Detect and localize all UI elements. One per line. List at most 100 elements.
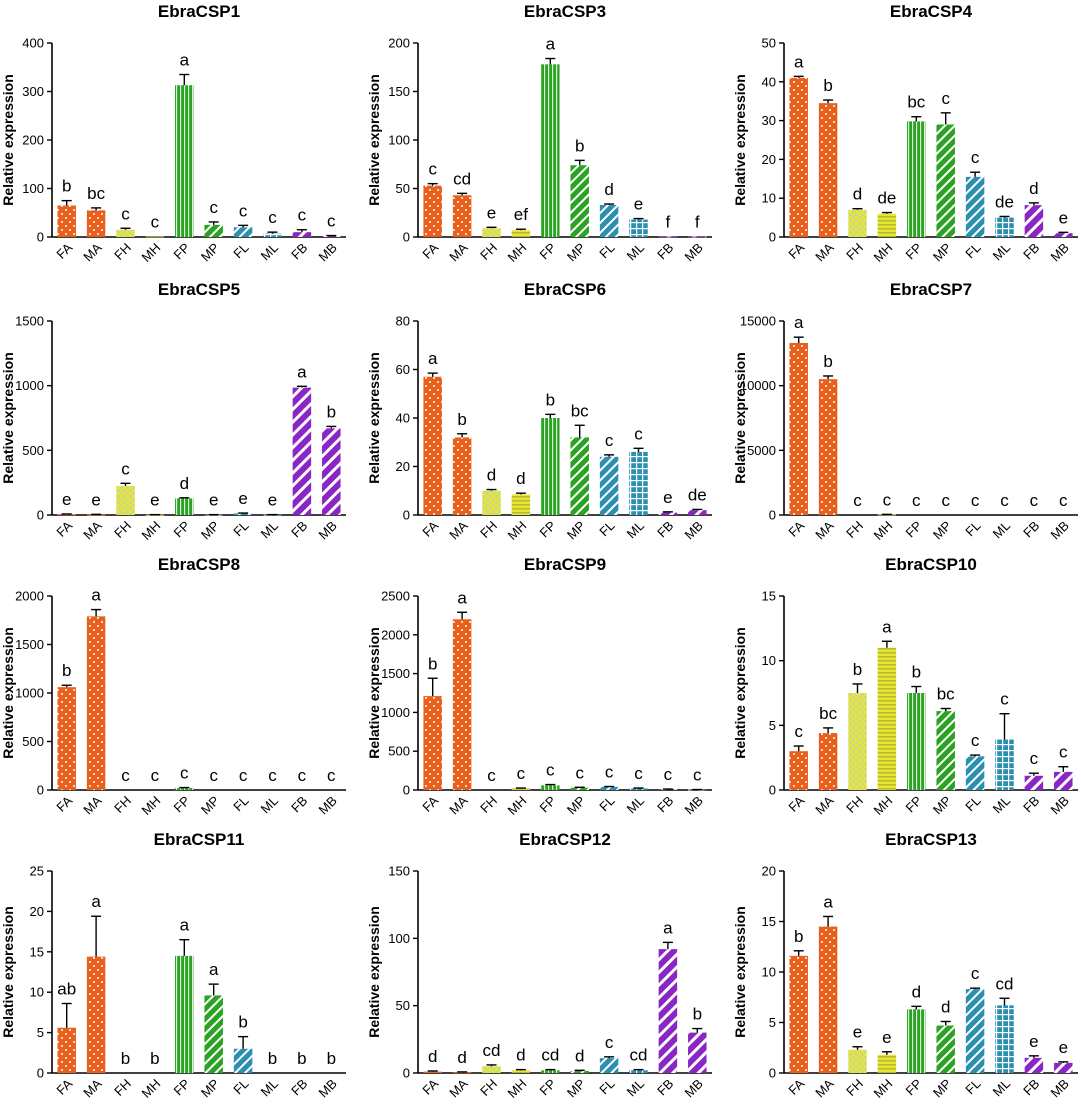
significance-letter: b	[693, 1005, 702, 1024]
bar-fa	[57, 1027, 76, 1073]
chart-title: EbraCSP12	[519, 830, 611, 849]
significance-letter: c	[634, 424, 643, 443]
y-tick-label: 1500	[15, 637, 44, 652]
x-tick-label: MB	[1047, 793, 1071, 817]
bar-ml	[263, 233, 282, 237]
significance-letter: b	[238, 1013, 247, 1032]
bar-mh	[877, 1054, 897, 1073]
x-tick-label: MB	[681, 240, 705, 264]
significance-letter: f	[666, 213, 671, 232]
bar-mh	[511, 494, 531, 515]
y-tick-label: 40	[762, 74, 776, 89]
chart-title: EbraCSP8	[158, 555, 240, 574]
x-tick-label: MH	[871, 240, 896, 265]
bar-ml	[629, 219, 648, 237]
chart-panel-ebracsp8: EbraCSP8 Relative expression 0 500 1000 1500 2…	[0, 555, 346, 818]
x-tick-label: FB	[288, 240, 310, 262]
significance-letter: d	[487, 466, 496, 485]
x-tick-label: FB	[288, 793, 310, 815]
significance-letter: e	[238, 489, 247, 508]
y-axis-label: Relative expression	[0, 627, 16, 759]
bar-mb	[1054, 1062, 1073, 1073]
bar-mb	[688, 510, 707, 515]
x-tick-label: MA	[812, 518, 837, 543]
significance-letter: a	[91, 586, 101, 605]
x-tick-label: FA	[419, 1076, 441, 1098]
significance-letter: c	[151, 766, 160, 785]
x-tick-label: ML	[258, 240, 281, 263]
bar-fb	[658, 236, 678, 238]
bar-fp	[541, 1070, 560, 1073]
x-tick-label: FA	[53, 240, 75, 262]
significance-letter: d	[457, 1048, 466, 1067]
significance-letter: c	[298, 206, 307, 225]
y-axis-label: Relative expression	[0, 74, 16, 206]
y-tick-label: 0	[37, 783, 44, 798]
bar-ml	[995, 1005, 1014, 1073]
y-tick-label: 0	[37, 508, 44, 523]
significance-letter: bc	[819, 704, 837, 723]
significance-letter: a	[180, 916, 190, 935]
significance-letter: e	[487, 203, 496, 222]
x-tick-label: FH	[477, 518, 500, 541]
significance-letter: c	[428, 160, 437, 179]
significance-letter: cd	[541, 1046, 559, 1065]
bar-ma	[452, 1072, 472, 1074]
bar-fb	[658, 949, 678, 1073]
bar-fh	[482, 228, 501, 237]
x-tick-label: FP	[902, 793, 924, 815]
chart-title: EbraCSP1	[158, 2, 240, 21]
significance-letter: c	[693, 766, 702, 785]
significance-letter: b	[62, 661, 71, 680]
x-tick-label: MH	[871, 1076, 896, 1101]
y-tick-label: 150	[388, 864, 410, 879]
bar-fl	[599, 786, 619, 790]
bar-fh	[848, 693, 867, 790]
chart-panel-ebracsp7: EbraCSP7 Relative expression 0 5000 10000 150…	[732, 280, 1078, 543]
bar-ml	[995, 217, 1014, 237]
x-tick-label: FL	[962, 1076, 983, 1097]
significance-letter: c	[1059, 743, 1068, 762]
x-tick-label: FP	[536, 518, 558, 540]
significance-letter: b	[457, 410, 466, 429]
bar-fa	[423, 696, 442, 790]
x-tick-label: ML	[258, 793, 281, 816]
y-tick-label: 0	[37, 1066, 44, 1081]
x-tick-label: FL	[230, 518, 251, 539]
y-tick-label: 1000	[381, 705, 410, 720]
y-tick-label: 1500	[15, 314, 44, 329]
bar-fp	[541, 785, 560, 790]
chart-panel-ebracsp5: EbraCSP5 Relative expression 0 500 1000 1500 e…	[0, 280, 346, 543]
x-tick-label: MB	[315, 518, 339, 542]
bar-fl	[233, 1048, 253, 1073]
y-tick-label: 1000	[15, 378, 44, 393]
significance-letter: de	[877, 189, 896, 208]
y-tick-label: 200	[388, 36, 410, 51]
y-tick-label: 5	[769, 718, 776, 733]
significance-letter: d	[516, 1046, 525, 1065]
x-tick-label: FB	[288, 518, 310, 540]
bar-mp	[570, 1070, 589, 1073]
significance-letter: cd	[996, 974, 1014, 993]
significance-letter: ab	[57, 980, 76, 999]
bar-mp	[936, 1025, 955, 1073]
bar-mh	[145, 236, 165, 238]
significance-letter: cd	[630, 1046, 648, 1065]
significance-letter: b	[268, 1049, 277, 1068]
y-tick-label: 10	[30, 985, 44, 1000]
y-tick-label: 150	[388, 84, 410, 99]
x-tick-label: MB	[681, 793, 705, 817]
x-tick-label: MB	[315, 793, 339, 817]
significance-letter: c	[971, 964, 980, 983]
x-tick-label: FA	[785, 240, 807, 262]
significance-letter: e	[1029, 1032, 1038, 1051]
x-tick-label: MA	[446, 240, 471, 265]
significance-letter: a	[457, 588, 467, 607]
significance-letter: c	[517, 764, 526, 783]
x-tick-label: MH	[505, 240, 530, 265]
bar-fh	[116, 485, 135, 515]
y-axis-label: Relative expression	[0, 352, 16, 484]
bar-fa	[423, 1071, 442, 1073]
y-axis-label: Relative expression	[366, 627, 382, 759]
significance-letter: a	[546, 35, 556, 54]
